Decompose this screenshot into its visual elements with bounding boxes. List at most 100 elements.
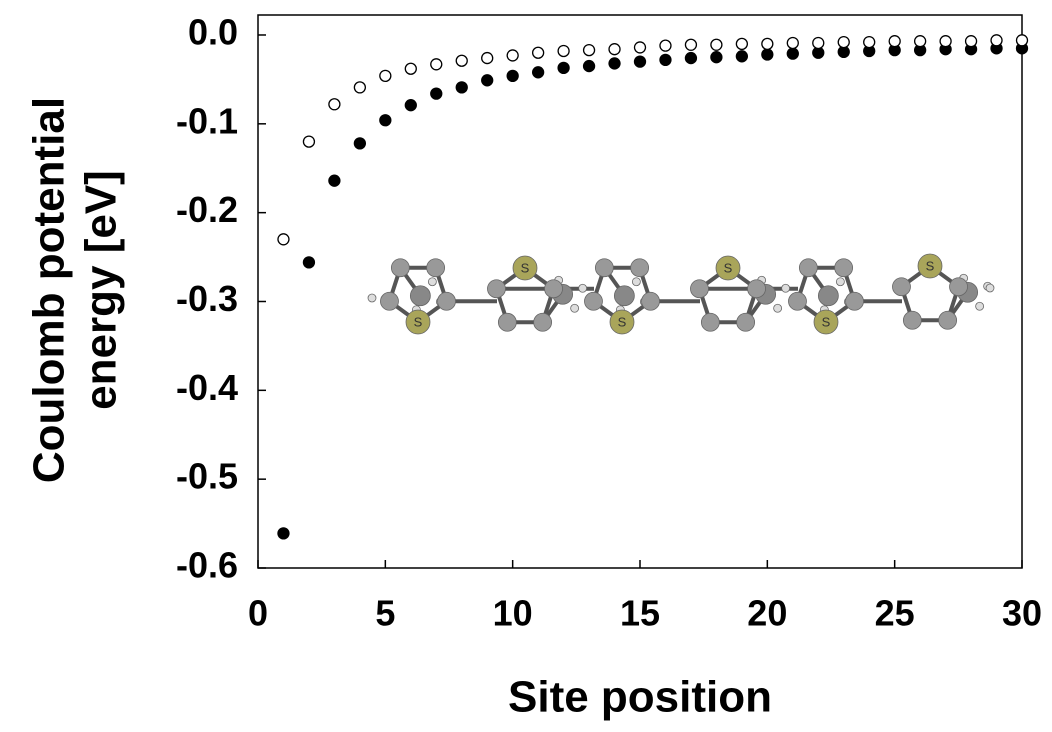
- data-point: [711, 52, 722, 63]
- data-point: [405, 100, 416, 111]
- atom: [774, 304, 782, 312]
- data-point: [736, 51, 747, 62]
- atom: [631, 259, 649, 277]
- data-point: [966, 36, 977, 47]
- data-point: [762, 49, 773, 60]
- atom: [498, 313, 516, 331]
- y-axis-label: Coulomb potential: [25, 97, 74, 483]
- data-point: [609, 58, 620, 69]
- x-tick-label: 5: [375, 593, 395, 634]
- atom: [799, 259, 817, 277]
- y-tick-label: -0.5: [176, 456, 238, 497]
- y-axis-label: energy [eV]: [77, 170, 126, 410]
- data-point: [660, 40, 671, 51]
- atom: [782, 284, 790, 292]
- atom: [737, 313, 755, 331]
- data-point: [584, 45, 595, 56]
- atom: [892, 278, 910, 296]
- data-point: [278, 234, 289, 245]
- y-tick-label: -0.2: [176, 189, 238, 230]
- data-point: [354, 82, 365, 93]
- data-point: [431, 88, 442, 99]
- atom-label: S: [414, 314, 423, 329]
- atom: [748, 280, 766, 298]
- atom: [380, 292, 398, 310]
- data-point: [533, 67, 544, 78]
- data-point: [431, 59, 442, 70]
- atom: [428, 278, 436, 286]
- data-point: [507, 50, 518, 61]
- atom: [427, 259, 445, 277]
- atom: [788, 292, 806, 310]
- data-point: [456, 82, 467, 93]
- data-point: [991, 35, 1002, 46]
- y-tick-label: 0.0: [188, 12, 238, 53]
- atom: [835, 259, 853, 277]
- data-point: [482, 75, 493, 86]
- data-point: [533, 47, 544, 58]
- atom: [836, 278, 844, 286]
- x-axis-label: Site position: [508, 673, 772, 722]
- data-point: [838, 37, 849, 48]
- data-point: [456, 55, 467, 66]
- x-tick-label: 10: [493, 593, 533, 634]
- data-point: [711, 39, 722, 50]
- data-point: [584, 61, 595, 72]
- data-point: [736, 38, 747, 49]
- atom: [534, 313, 552, 331]
- data-point: [940, 36, 951, 47]
- atom: [690, 280, 708, 298]
- atom: [368, 294, 376, 302]
- data-point: [685, 53, 696, 64]
- atom-label: S: [822, 314, 831, 329]
- atom-label: S: [618, 314, 627, 329]
- atom: [571, 304, 579, 312]
- data-point: [380, 70, 391, 81]
- data-point: [303, 257, 314, 268]
- data-point: [303, 136, 314, 147]
- data-point: [762, 38, 773, 49]
- x-tick-label: 0: [248, 593, 268, 634]
- atom: [950, 278, 968, 296]
- y-tick-label: -0.4: [176, 367, 238, 408]
- atom: [701, 313, 719, 331]
- atom: [595, 259, 613, 277]
- y-tick-label: -0.1: [176, 100, 238, 141]
- data-point: [405, 63, 416, 74]
- data-point: [329, 175, 340, 186]
- data-point: [813, 37, 824, 48]
- y-tick-label: -0.3: [176, 278, 238, 319]
- atom: [818, 286, 838, 306]
- atom: [584, 292, 602, 310]
- chart: SSSSSS Site position Coulomb potential e…: [0, 0, 1052, 732]
- x-tick-label: 20: [747, 593, 787, 634]
- atom: [579, 284, 587, 292]
- data-point: [787, 48, 798, 59]
- atom-label: S: [926, 258, 935, 273]
- atom: [614, 286, 634, 306]
- data-point: [915, 36, 926, 47]
- atom: [438, 292, 456, 310]
- atom-label: S: [724, 260, 733, 275]
- data-point: [354, 138, 365, 149]
- data-point: [558, 45, 569, 56]
- data-point: [889, 36, 900, 47]
- data-point: [635, 42, 646, 53]
- atom: [939, 311, 957, 329]
- data-point: [864, 37, 875, 48]
- data-point: [787, 37, 798, 48]
- y-tick-label: -0.6: [176, 545, 238, 586]
- data-point: [329, 99, 340, 110]
- data-point: [507, 70, 518, 81]
- data-point: [1017, 35, 1028, 46]
- x-tick-label: 15: [620, 593, 660, 634]
- atom: [391, 259, 409, 277]
- data-point: [609, 44, 620, 55]
- atom: [642, 292, 660, 310]
- data-point: [380, 115, 391, 126]
- atom: [632, 278, 640, 286]
- x-tick-label: 30: [1002, 593, 1042, 634]
- data-point: [558, 62, 569, 73]
- data-point: [635, 56, 646, 67]
